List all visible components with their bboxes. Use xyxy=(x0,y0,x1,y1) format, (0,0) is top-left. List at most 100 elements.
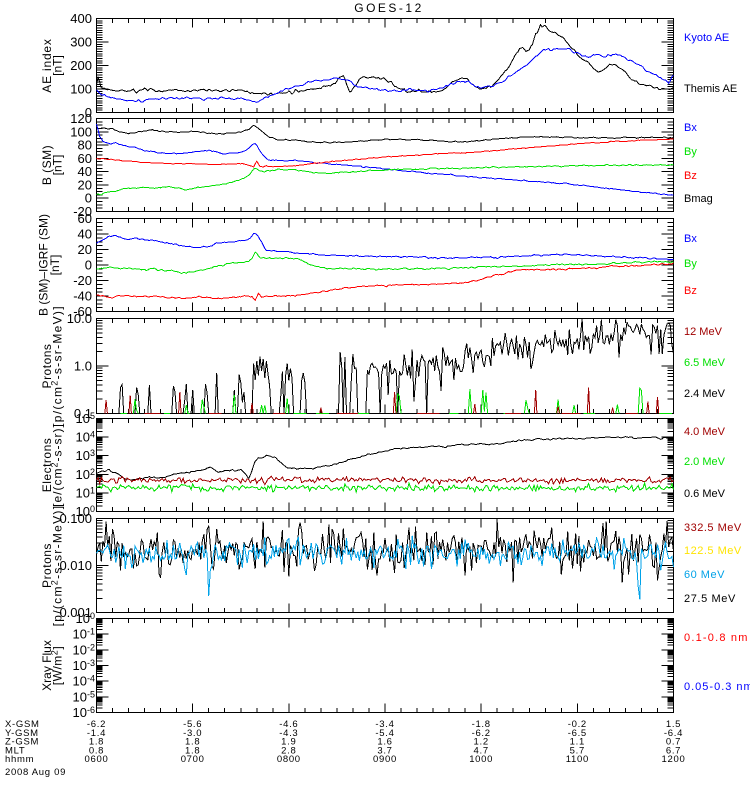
svg-text:1200: 1200 xyxy=(662,754,686,765)
svg-text:60 MeV: 60 MeV xyxy=(684,569,725,581)
svg-text:100: 100 xyxy=(70,124,92,139)
svg-text:80: 80 xyxy=(78,138,92,153)
svg-text:0900: 0900 xyxy=(373,754,397,765)
svg-text:2.4 MeV: 2.4 MeV xyxy=(684,388,726,400)
svg-text:20: 20 xyxy=(78,242,92,257)
svg-text:-1.4: -1.4 xyxy=(87,728,106,739)
svg-text:-60: -60 xyxy=(73,304,92,319)
svg-text:0800: 0800 xyxy=(277,754,301,765)
svg-text:0.6 MeV: 0.6 MeV xyxy=(684,488,726,500)
svg-text:Y-GSM: Y-GSM xyxy=(5,728,39,739)
svg-text:12 MeV: 12 MeV xyxy=(684,326,723,338)
svg-text:MLT: MLT xyxy=(5,745,25,756)
svg-text:4.7: 4.7 xyxy=(474,745,489,756)
svg-text:100: 100 xyxy=(70,82,92,97)
svg-text:-0.2: -0.2 xyxy=(568,719,587,730)
svg-text:-3.4: -3.4 xyxy=(375,719,394,730)
svg-text:[W/m2]: [W/m2] xyxy=(50,646,65,685)
svg-text:6.5 MeV: 6.5 MeV xyxy=(684,357,726,369)
svg-text:120: 120 xyxy=(70,111,92,126)
svg-text:0.8: 0.8 xyxy=(89,745,104,756)
svg-text:Bz: Bz xyxy=(684,285,697,297)
svg-text:1.2: 1.2 xyxy=(474,737,489,748)
svg-text:Z-GSM: Z-GSM xyxy=(5,737,39,748)
svg-text:-1.8: -1.8 xyxy=(472,719,491,730)
svg-text:2008 Aug 09: 2008 Aug 09 xyxy=(5,767,66,778)
svg-text:Bmag: Bmag xyxy=(684,193,713,205)
svg-text:-3.0: -3.0 xyxy=(183,728,202,739)
svg-text:1.1: 1.1 xyxy=(570,737,585,748)
svg-text:2.8: 2.8 xyxy=(281,745,296,756)
svg-text:[nT]: [nT] xyxy=(48,255,62,276)
svg-text:1.9: 1.9 xyxy=(281,737,296,748)
svg-text:-6.5: -6.5 xyxy=(568,728,587,739)
svg-text:0.010: 0.010 xyxy=(59,558,92,573)
svg-text:Themis AE: Themis AE xyxy=(684,83,737,95)
svg-text:300: 300 xyxy=(70,35,92,50)
svg-text:0: 0 xyxy=(85,191,92,206)
svg-text:0700: 0700 xyxy=(181,754,205,765)
svg-text:Bx: Bx xyxy=(684,122,697,134)
svg-text:332.5 MeV: 332.5 MeV xyxy=(684,522,742,534)
svg-text:10.0: 10.0 xyxy=(67,311,92,326)
svg-text:Protons: Protons xyxy=(40,543,54,588)
svg-text:Bz: Bz xyxy=(684,170,697,182)
svg-text:By: By xyxy=(684,258,697,270)
svg-text:122.5 MeV: 122.5 MeV xyxy=(684,545,742,557)
svg-text:0.1: 0.1 xyxy=(74,406,92,421)
svg-text:0.05-0.3 nm: 0.05-0.3 nm xyxy=(684,681,750,693)
svg-text:Xray Flux: Xray Flux xyxy=(40,640,54,691)
svg-text:5.7: 5.7 xyxy=(570,745,585,756)
svg-text:4.0 MeV: 4.0 MeV xyxy=(684,426,726,438)
svg-text:-20: -20 xyxy=(73,204,92,219)
svg-text:1.8: 1.8 xyxy=(89,737,104,748)
svg-text:-20: -20 xyxy=(73,273,92,288)
svg-text:1000: 1000 xyxy=(469,754,493,765)
svg-text:Kyoto AE: Kyoto AE xyxy=(684,32,729,44)
svg-text:0: 0 xyxy=(85,258,92,273)
svg-text:[p/(cm2-s-sr-MeV)]: [p/(cm2-s-sr-MeV)] xyxy=(50,505,65,627)
svg-text:-6.2: -6.2 xyxy=(87,719,106,730)
svg-text:B (SM)–IGRF (SM): B (SM)–IGRF (SM) xyxy=(37,214,51,316)
svg-text:-40: -40 xyxy=(73,289,92,304)
svg-text:-6.2: -6.2 xyxy=(472,728,491,739)
svg-text:6.7: 6.7 xyxy=(666,745,681,756)
svg-text:-6.4: -6.4 xyxy=(664,728,683,739)
svg-text:0600: 0600 xyxy=(85,754,109,765)
svg-text:-4.3: -4.3 xyxy=(279,728,298,739)
svg-text:Protons: Protons xyxy=(40,344,54,389)
svg-text:hhmm: hhmm xyxy=(5,754,34,765)
svg-text:Electrons: Electrons xyxy=(40,438,54,493)
svg-text:1.5: 1.5 xyxy=(666,719,681,730)
svg-text:-5.6: -5.6 xyxy=(183,719,202,730)
svg-text:60: 60 xyxy=(78,211,92,226)
svg-text:B (SM): B (SM) xyxy=(40,145,54,185)
svg-text:0.100: 0.100 xyxy=(59,511,92,526)
svg-text:By: By xyxy=(684,146,697,158)
svg-text:400: 400 xyxy=(70,11,92,26)
svg-text:-4.6: -4.6 xyxy=(279,719,298,730)
svg-text:3.7: 3.7 xyxy=(377,745,392,756)
svg-text:0.001: 0.001 xyxy=(59,605,92,620)
svg-text:27.5 MeV: 27.5 MeV xyxy=(684,593,736,605)
svg-text:0.7: 0.7 xyxy=(666,737,681,748)
svg-text:40: 40 xyxy=(78,227,92,242)
svg-text:1100: 1100 xyxy=(566,754,589,765)
svg-text:AE index: AE index xyxy=(40,38,54,92)
svg-text:1.8: 1.8 xyxy=(185,745,200,756)
svg-text:GOES-12: GOES-12 xyxy=(354,1,424,15)
svg-text:Bx: Bx xyxy=(684,233,697,245)
svg-text:0.1-0.8 nm: 0.1-0.8 nm xyxy=(684,632,749,644)
svg-text:40: 40 xyxy=(78,164,92,179)
svg-text:1.0: 1.0 xyxy=(74,359,92,374)
svg-text:X-GSM: X-GSM xyxy=(5,719,40,730)
svg-text:[e/(cm2-s-sr)]: [e/(cm2-s-sr)] xyxy=(50,423,65,507)
svg-text:2.0 MeV: 2.0 MeV xyxy=(684,456,726,468)
svg-text:-5.4: -5.4 xyxy=(375,728,394,739)
svg-text:200: 200 xyxy=(70,58,92,73)
svg-text:[nT]: [nT] xyxy=(51,55,65,76)
svg-text:20: 20 xyxy=(78,177,92,192)
svg-text:[p/(cm2-s-sr-MeV)]: [p/(cm2-s-sr-MeV)] xyxy=(50,305,65,427)
svg-text:60: 60 xyxy=(78,151,92,166)
svg-text:[nT]: [nT] xyxy=(51,155,65,176)
